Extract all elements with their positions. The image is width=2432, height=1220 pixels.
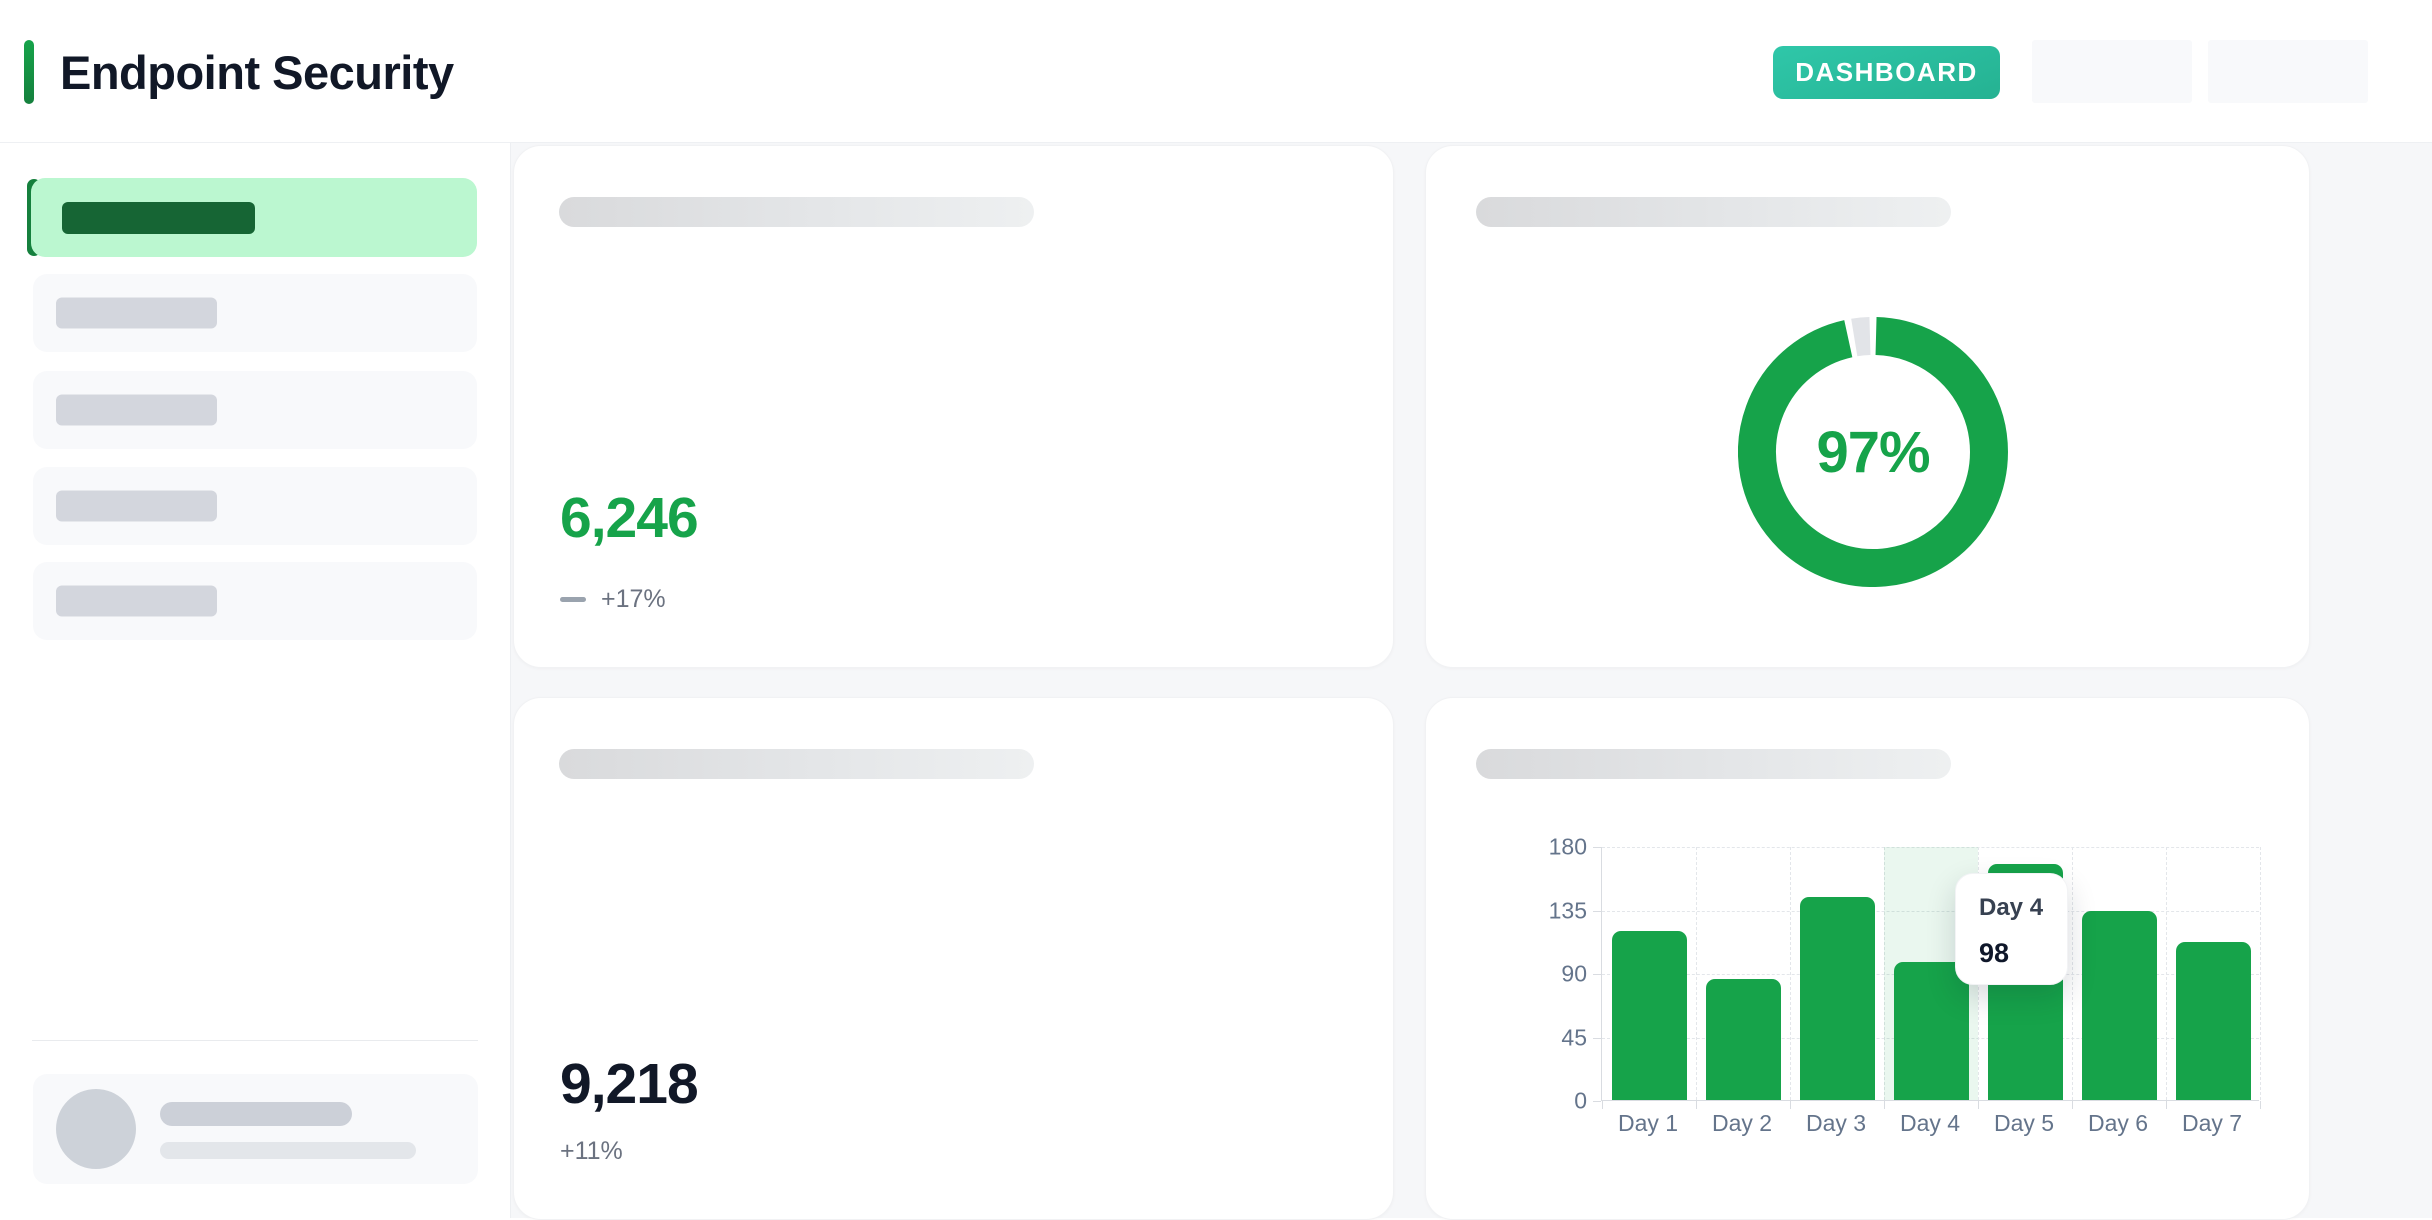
sidebar-item-2[interactable]	[33, 274, 477, 352]
user-profile-card[interactable]	[33, 1074, 478, 1184]
sidebar-divider	[32, 1040, 478, 1041]
y-tick-label: 135	[1548, 897, 1587, 923]
bar-chart-card: 0 45 90 135 180 Day 4 98 Day 1 Day 2 Day 3 Day …	[1425, 697, 2310, 1220]
donut-card: 97%	[1425, 145, 2310, 668]
sidebar-item-4[interactable]	[33, 467, 477, 545]
chart-tooltip: Day 4 98	[1955, 873, 2068, 985]
bar-day-1[interactable]	[1611, 930, 1687, 1100]
y-tick-label: 0	[1574, 1087, 1587, 1114]
gridline	[2072, 847, 2073, 1100]
x-axis: Day 1 Day 2 Day 3 Day 4 Day 5 Day 6 Day 7	[1601, 1110, 2259, 1142]
dash-icon	[560, 596, 586, 602]
gridline	[1602, 847, 2259, 848]
bar-chart-plot: Day 4 98	[1593, 847, 2261, 1109]
page-title-group: Endpoint Security	[24, 40, 454, 104]
axis-tick	[1602, 1101, 1603, 1109]
bar-day-3[interactable]	[1799, 896, 1875, 1100]
header: Endpoint Security DASHBOARD	[0, 0, 2432, 143]
donut-segment-main	[1738, 317, 2008, 587]
gridline	[1602, 910, 2259, 912]
bar-day-4[interactable]	[1893, 961, 1969, 1100]
x-tick-label: Day 7	[2181, 1110, 2243, 1136]
axis-tick	[2166, 1101, 2167, 1109]
nav-placeholder-button-2[interactable]	[2208, 40, 2368, 103]
y-axis: 0 45 90 135 180	[1426, 698, 1591, 1219]
skeleton-bar	[56, 394, 217, 426]
skeleton-bar	[160, 1102, 352, 1126]
sidebar-item-active[interactable]	[27, 178, 477, 257]
dashboard-button[interactable]: DASHBOARD	[1773, 46, 2000, 99]
tooltip-value: 98	[1979, 938, 2010, 968]
skeleton-bar	[56, 585, 217, 617]
gridline	[2166, 847, 2167, 1100]
stat-change-row: +11%	[560, 1135, 623, 1167]
axis-tick	[1978, 1101, 1979, 1109]
axis-tick	[2072, 1101, 2073, 1109]
x-tick-label: Day 1	[1617, 1110, 1679, 1136]
y-tick-label: 45	[1561, 1024, 1587, 1050]
axis-tick	[1593, 910, 1601, 912]
x-tick-label: Day 6	[2087, 1110, 2149, 1136]
skeleton-bar	[62, 201, 255, 234]
card-title-skeleton	[559, 197, 1034, 227]
axis-tick	[1593, 1101, 1601, 1102]
gridline	[1884, 847, 1885, 1100]
skeleton-bar	[56, 297, 217, 329]
card-title-skeleton	[1476, 749, 1951, 779]
axis-tick	[1790, 1101, 1791, 1109]
sidebar-item-5[interactable]	[33, 562, 477, 640]
bar-chart: 0 45 90 135 180 Day 4 98 Day 1 Day 2 Day 3 Day …	[1426, 698, 2309, 1219]
stat-change: +11%	[560, 1136, 623, 1165]
donut-chart-wrap: 97%	[1738, 317, 2008, 587]
axis-tick	[1593, 1037, 1601, 1039]
page-title: Endpoint Security	[60, 45, 454, 99]
donut-segment-remainder	[1851, 317, 1871, 357]
avatar	[56, 1089, 136, 1169]
x-tick-label: Day 4	[1899, 1110, 1961, 1136]
x-tick-label: Day 3	[1805, 1110, 1867, 1136]
stat-value: 6,246	[560, 486, 699, 550]
tooltip-label: Day 4	[1979, 894, 2044, 921]
axis-tick	[1884, 1101, 1885, 1109]
bar-day-6[interactable]	[2081, 910, 2157, 1100]
stat-card-2: 9,218 +11%	[513, 697, 1394, 1220]
bar-day-2[interactable]	[1705, 978, 1781, 1100]
main-content: 6,246 +17% 97% 9,218 +11% 0 45 90 135 180 Da…	[511, 143, 2432, 1220]
card-title-skeleton	[559, 749, 1034, 779]
donut-percent-label: 97%	[1816, 419, 1930, 485]
card-title-skeleton	[1476, 197, 1951, 227]
axis-tick	[1696, 1101, 1697, 1109]
skeleton-bar	[160, 1142, 416, 1159]
stat-value: 9,218	[560, 1052, 699, 1116]
donut-chart[interactable]	[1738, 317, 2008, 587]
gridline	[1790, 847, 1791, 1100]
skeleton-bar	[56, 490, 217, 522]
nav-placeholder-button-1[interactable]	[2032, 40, 2192, 103]
stat-change: +17%	[601, 584, 666, 613]
bar-day-7[interactable]	[2175, 941, 2251, 1100]
y-tick-label: 180	[1548, 833, 1587, 860]
axis-tick	[1593, 847, 1601, 848]
x-tick-label: Day 5	[1993, 1110, 2055, 1136]
title-accent-bar	[24, 40, 34, 104]
stat-change-row: +17%	[560, 583, 666, 615]
sidebar-item-3[interactable]	[33, 371, 477, 449]
gridline	[1696, 847, 1697, 1100]
axis-tick	[2260, 1101, 2261, 1109]
axis-tick	[1593, 974, 1601, 975]
x-tick-label: Day 2	[1711, 1110, 1773, 1136]
sidebar	[0, 143, 511, 1218]
stat-card-1: 6,246 +17%	[513, 145, 1394, 668]
y-tick-label: 90	[1561, 960, 1587, 987]
gridline	[2260, 847, 2261, 1100]
